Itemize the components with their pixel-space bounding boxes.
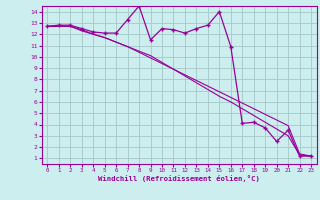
- X-axis label: Windchill (Refroidissement éolien,°C): Windchill (Refroidissement éolien,°C): [98, 175, 260, 182]
